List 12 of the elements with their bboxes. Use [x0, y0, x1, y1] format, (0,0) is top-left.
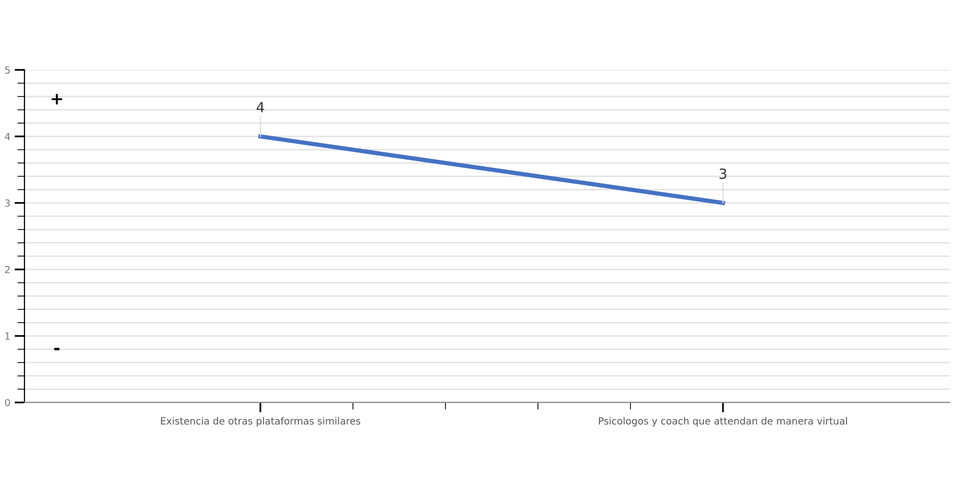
y-tick-label: 3: [5, 199, 10, 207]
y-tick-label: 2: [5, 266, 10, 274]
y-tick-label: 5: [5, 66, 10, 74]
x-tick-label: Existencia de otras plataformas similares: [161, 417, 360, 426]
x-tick-label: Psicologos y coach que attendan de manera virtual: [599, 417, 847, 426]
y-tick-label: 0: [5, 398, 10, 406]
y-tick-label: 4: [4, 133, 10, 140]
data-label: 4: [256, 102, 264, 112]
y-tick-label: 1: [5, 332, 10, 340]
data-label: 3: [720, 168, 726, 179]
annotation: -: [54, 348, 60, 350]
annotation: +: [52, 94, 62, 104]
